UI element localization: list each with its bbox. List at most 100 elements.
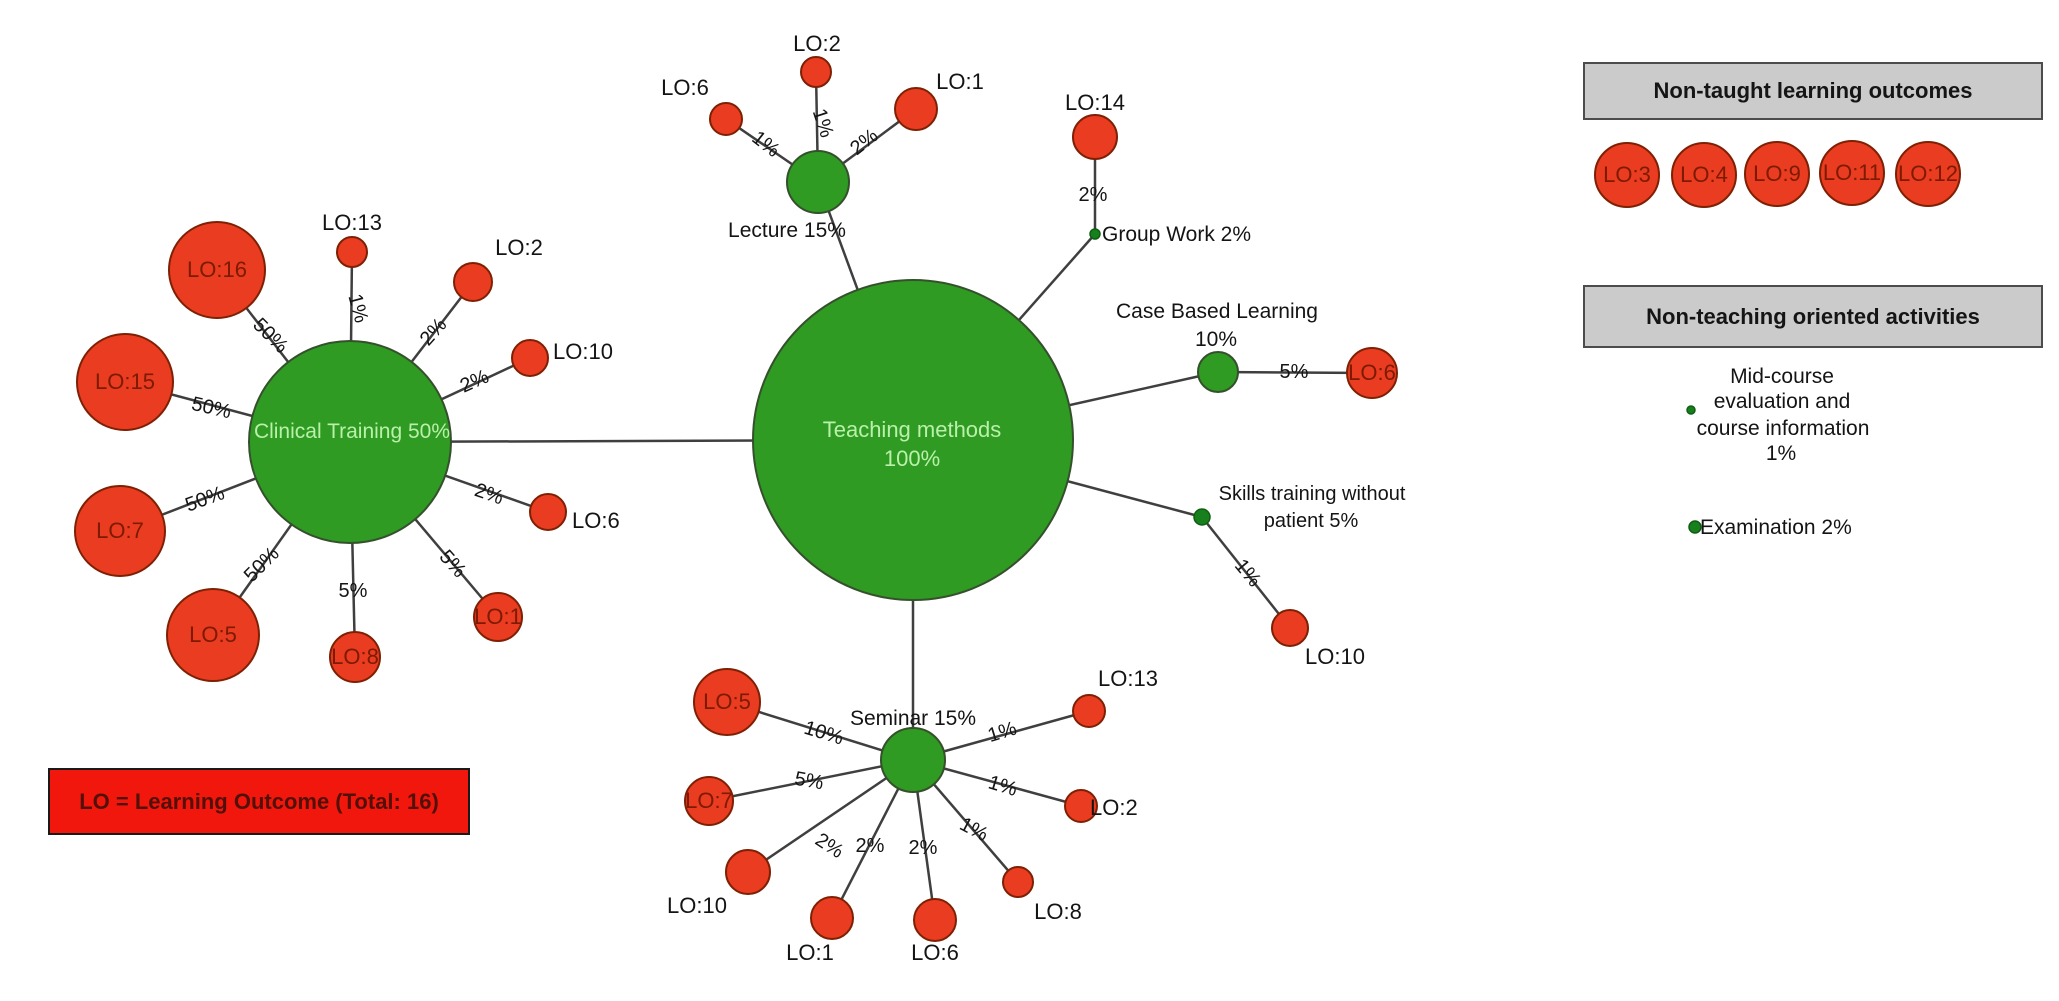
seminar-lo1 <box>810 896 854 940</box>
cbl-lo6 <box>1346 347 1398 399</box>
examination-dot <box>1688 520 1702 534</box>
clinical-training-hub <box>248 340 452 544</box>
legend-lo3-label: LO:3 <box>1603 162 1651 187</box>
lecture-lo6 <box>709 102 743 136</box>
seminar-lo2-label: LO:2 <box>1090 795 1138 820</box>
pct-clinical-lo6: 2% <box>472 479 507 509</box>
seminar-lo1-label: LO:1 <box>786 940 834 965</box>
skills-lo10-label: LO:10 <box>1305 644 1365 669</box>
group-work-dot <box>1089 228 1101 240</box>
pct-clinical-lo2: 2% <box>416 314 452 350</box>
lecture-lo1 <box>894 87 938 131</box>
clinical-lo15 <box>76 333 174 431</box>
legend-non-teaching-title: Non-teaching oriented activities <box>1646 303 1980 329</box>
pct-seminar-lo13: 1% <box>985 717 1019 747</box>
pct-groupwork-lo14: 2% <box>1079 184 1108 206</box>
legend-lo9-label: LO:9 <box>1753 161 1801 186</box>
legend-lo11-label: LO:11 <box>1823 160 1881 185</box>
pct-seminar-lo6: 2% <box>909 837 938 859</box>
mid-course-line2: evaluation and <box>1714 390 1851 413</box>
cbl-label-line2: 10% <box>1195 328 1237 351</box>
clinical-lo13-label: LO:13 <box>322 210 382 235</box>
teaching-methods-hub <box>752 279 1074 601</box>
legend-lo4-label: LO:4 <box>1680 162 1728 187</box>
clinical-lo1 <box>473 592 523 642</box>
clinical-lo15-label: LO:15 <box>95 369 155 394</box>
mid-course-line4: 1% <box>1766 442 1796 465</box>
seminar-lo6 <box>913 898 957 942</box>
clinical-lo13 <box>336 236 368 268</box>
clinical-lo6 <box>529 493 567 531</box>
lecture-hub <box>786 150 850 214</box>
mid-course-dot <box>1686 405 1696 415</box>
seminar-lo6-label: LO:6 <box>911 940 959 965</box>
seminar-lo7 <box>684 776 734 826</box>
cbl-label-line1: Case Based Learning <box>1116 300 1318 323</box>
pct-clinical-lo15: 50% <box>189 393 233 423</box>
pct-clinical-lo13: 1% <box>343 292 372 326</box>
clinical-lo6-label: LO:6 <box>572 508 620 533</box>
legend-lo12-label: LO:12 <box>1898 161 1958 186</box>
clinical-lo5-label: LO:5 <box>189 622 237 647</box>
lo-note-text: LO = Learning Outcome (Total: 16) <box>79 788 439 814</box>
legend-non-taught-title: Non-taught learning outcomes <box>1653 78 1973 103</box>
edge-seminar-lo7 <box>708 758 914 803</box>
clinical-lo5 <box>166 588 260 682</box>
skills-training-dot <box>1193 508 1211 526</box>
skills-label-line2: patient 5% <box>1264 510 1359 532</box>
pct-seminar-lo1: 2% <box>856 835 885 857</box>
edge-seminar-lo10 <box>747 758 914 874</box>
pct-seminar-lo5: 10% <box>801 717 846 750</box>
pct-seminar-lo2: 1% <box>986 772 1020 802</box>
clinical-lo7-label: LO:7 <box>96 518 144 543</box>
legend-lo3 <box>1594 142 1660 208</box>
skills-label-line1: Skills training without <box>1219 483 1406 505</box>
examination-label: Examination 2% <box>1700 516 1852 539</box>
clinical-lo8-label: LO:8 <box>331 644 379 669</box>
group-work-lo14 <box>1072 114 1118 160</box>
pct-lecture-lo1: 2% <box>846 125 882 160</box>
legend-lo12 <box>1895 141 1961 207</box>
mid-course-line3: course information <box>1697 417 1870 440</box>
lecture-label: Lecture 15% <box>728 219 846 242</box>
group-work-label: Group Work 2% <box>1102 223 1251 246</box>
seminar-lo5-label: LO:5 <box>703 689 751 714</box>
pct-seminar-lo8: 1% <box>956 813 992 846</box>
pct-clinical-lo8: 5% <box>339 580 368 602</box>
legend-lo9 <box>1744 141 1810 207</box>
pct-clinical-lo10: 2% <box>457 366 493 398</box>
pct-clinical-lo7: 50% <box>182 482 227 516</box>
pct-seminar-lo7: 5% <box>793 768 826 795</box>
pct-cbl-lo6: 5% <box>1280 361 1309 383</box>
clinical-lo2-label: LO:2 <box>495 235 543 260</box>
legend-non-teaching-box: Non-teaching oriented activities <box>1583 285 2043 348</box>
teaching-methods-label-line1: Teaching methods <box>823 417 1002 442</box>
group-work-lo14-label: LO:14 <box>1065 90 1125 115</box>
seminar-lo13 <box>1072 694 1106 728</box>
clinical-training-label: Clinical Training 50% <box>254 420 450 443</box>
seminar-label: Seminar 15% <box>850 707 976 730</box>
case-based-learning-hub <box>1197 351 1239 393</box>
lecture-lo2 <box>800 56 832 88</box>
clinical-lo1-label: LO:1 <box>474 604 522 629</box>
clinical-lo10-label: LO:10 <box>553 339 613 364</box>
lecture-lo1-label: LO:1 <box>936 69 984 94</box>
seminar-lo13-label: LO:13 <box>1098 666 1158 691</box>
pct-lecture-lo2: 1% <box>808 106 838 140</box>
seminar-lo5 <box>693 668 761 736</box>
lo-note-box: LO = Learning Outcome (Total: 16) <box>48 768 470 835</box>
edge-skills-lo10 <box>1201 516 1291 629</box>
skills-lo10 <box>1271 609 1309 647</box>
seminar-lo10 <box>725 849 771 895</box>
lecture-lo2-label: LO:2 <box>793 31 841 56</box>
cbl-lo6-label: LO:6 <box>1348 360 1396 385</box>
legend-lo11 <box>1819 140 1885 206</box>
teaching-methods-label-line2: 100% <box>884 446 940 471</box>
legend-lo4 <box>1671 142 1737 208</box>
clinical-lo7 <box>74 485 166 577</box>
lecture-lo6-label: LO:6 <box>661 75 709 100</box>
mid-course-line1: Mid-course <box>1730 365 1834 388</box>
clinical-lo10 <box>511 339 549 377</box>
